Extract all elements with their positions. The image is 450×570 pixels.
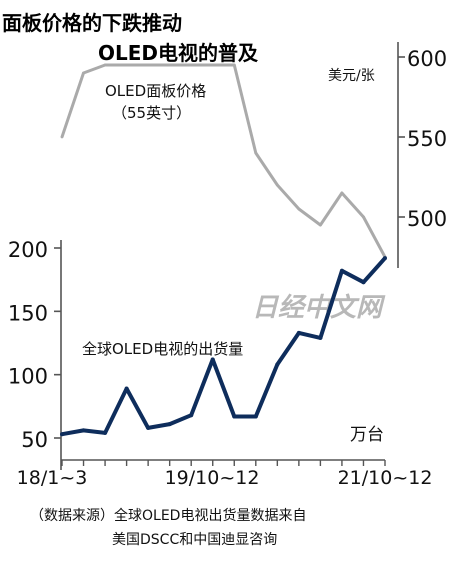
left-axis-tick-label: 100 (8, 365, 48, 389)
price-point (103, 63, 107, 67)
right-axis-unit: 美元/张 (328, 68, 375, 84)
price-point (275, 183, 279, 187)
shipments-point (361, 280, 366, 285)
right-axis-tick-label: 500 (407, 207, 447, 231)
shipments-point (103, 430, 108, 435)
left-axis-tick-label: 150 (8, 301, 48, 325)
x-axis-tick-label: 21/10~12 (338, 467, 433, 489)
price-point (362, 215, 365, 219)
shipments-point (318, 335, 323, 340)
price-point (146, 63, 150, 67)
price-point (60, 135, 64, 139)
watermark: 日经中文网 (252, 293, 386, 323)
shipments-point (339, 268, 344, 273)
price-point (319, 223, 322, 227)
shipments-point (124, 386, 129, 391)
chart-title-line1: 面板价格的下跌推动 (2, 11, 182, 35)
price-series-line (60, 63, 387, 258)
shipments-point (275, 362, 280, 367)
shipments-point (383, 256, 387, 261)
price-point (211, 63, 215, 67)
chart-title-line2: OLED电视的普及 (98, 41, 259, 65)
shipments-point (146, 425, 151, 430)
x-axis-tick-label: 19/10~12 (165, 467, 260, 489)
shipments-point (210, 357, 215, 362)
right-axis-tick-label: 600 (407, 47, 447, 71)
left-axis-tick-label: 50 (21, 428, 48, 452)
left-axis: 50 100 150 200 (8, 238, 62, 470)
shipments-point (232, 414, 237, 419)
price-point (168, 63, 172, 67)
price-series-label-line2: （55英寸） (112, 104, 191, 122)
shipments-point (189, 413, 194, 418)
price-point (254, 151, 258, 155)
price-point (82, 71, 85, 75)
shipments-series-label: 全球OLED电视的出货量 (82, 340, 243, 358)
price-series-label: OLED面板价格 （55英寸） (105, 82, 206, 122)
source-note-line2: 美国DSCC和中国迪显咨询 (112, 532, 277, 548)
series-layer (60, 63, 387, 437)
price-point (340, 191, 344, 195)
shipments-point (60, 432, 64, 437)
left-axis-unit: 万台 (350, 425, 384, 445)
left-axis-tick-label: 200 (8, 238, 48, 262)
shipments-point (296, 330, 301, 335)
price-point (297, 207, 301, 211)
right-axis: 500 550 600 (397, 42, 447, 268)
price-series-label-line1: OLED面板价格 (105, 82, 206, 100)
right-axis-tick-label: 550 (407, 127, 447, 151)
shipments-point (253, 414, 258, 419)
price-point (189, 63, 193, 67)
shipments-point (167, 422, 172, 427)
shipments-point (81, 428, 86, 433)
source-note-line1: （数据来源）全球OLED电视出货量数据来自 (30, 507, 306, 524)
price-point (125, 63, 128, 67)
shipments-series-line (61, 256, 387, 437)
x-axis: 18/1~3 19/10~12 21/10~12 (17, 459, 433, 489)
x-axis-tick-label: 18/1~3 (17, 467, 88, 489)
price-point (232, 63, 236, 67)
